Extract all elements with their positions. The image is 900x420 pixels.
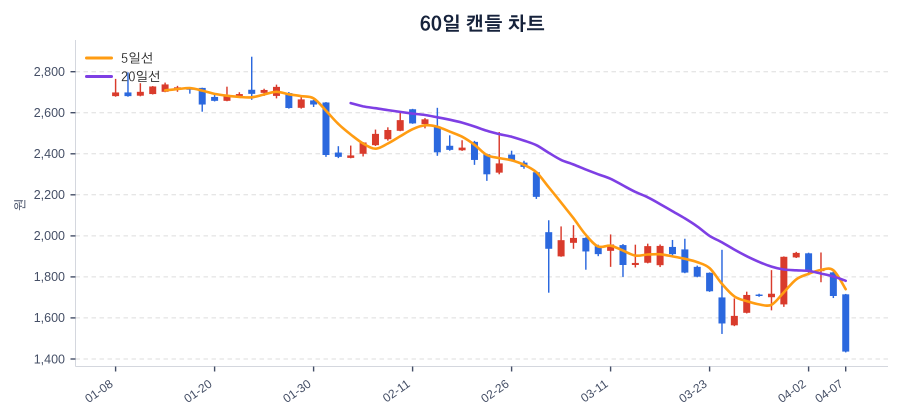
svg-text:2,000: 2,000 <box>34 229 65 243</box>
svg-text:2,800: 2,800 <box>34 65 65 79</box>
svg-text:2,600: 2,600 <box>34 106 65 120</box>
svg-text:2,200: 2,200 <box>34 188 65 202</box>
svg-text:1,600: 1,600 <box>34 311 65 325</box>
svg-text:1,400: 1,400 <box>34 352 65 366</box>
svg-text:2,400: 2,400 <box>34 147 65 161</box>
svg-text:1,800: 1,800 <box>34 270 65 284</box>
